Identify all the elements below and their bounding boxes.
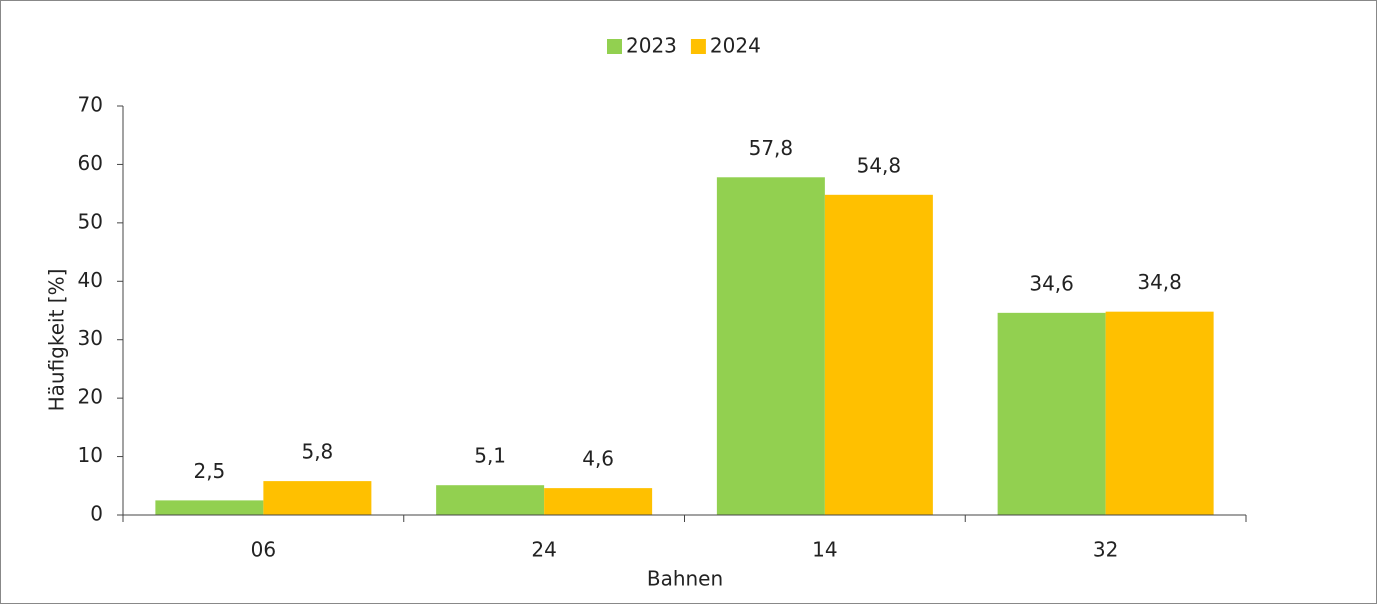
bar (997, 312, 1106, 515)
bar (1105, 311, 1214, 515)
data-label: 5,8 (301, 440, 333, 464)
legend-swatch (690, 39, 706, 54)
y-tick-label: 40 (78, 268, 103, 292)
bar (155, 500, 264, 515)
bar (824, 194, 933, 515)
x-tick-label: 14 (812, 538, 837, 562)
data-label: 2,5 (193, 459, 225, 483)
x-tick-label: 06 (251, 538, 276, 562)
x-tick-label: 24 (531, 538, 556, 562)
y-tick-label: 10 (78, 443, 103, 467)
data-label: 34,6 (1029, 271, 1074, 295)
y-tick-label: 0 (90, 502, 103, 526)
legend-label: 2023 (626, 34, 677, 58)
data-label: 54,8 (857, 153, 902, 177)
x-axis-label: Bahnen (647, 567, 723, 591)
x-tick-label: 32 (1093, 538, 1118, 562)
data-label: 57,8 (749, 136, 794, 160)
bar (263, 481, 372, 515)
y-axis-label: Häufigkeit [%] (45, 269, 69, 412)
y-tick-label: 70 (78, 93, 103, 117)
y-tick-label: 50 (78, 209, 103, 233)
bar (716, 177, 825, 516)
data-label: 5,1 (474, 444, 506, 468)
data-label: 4,6 (582, 447, 614, 471)
data-label: 34,8 (1137, 270, 1182, 294)
y-tick-label: 30 (78, 326, 103, 350)
bar (544, 488, 653, 515)
legend-label: 2024 (710, 34, 761, 58)
legend-swatch (607, 39, 622, 54)
y-tick-label: 20 (78, 385, 103, 409)
bar (436, 485, 545, 515)
y-tick-label: 60 (78, 151, 103, 175)
